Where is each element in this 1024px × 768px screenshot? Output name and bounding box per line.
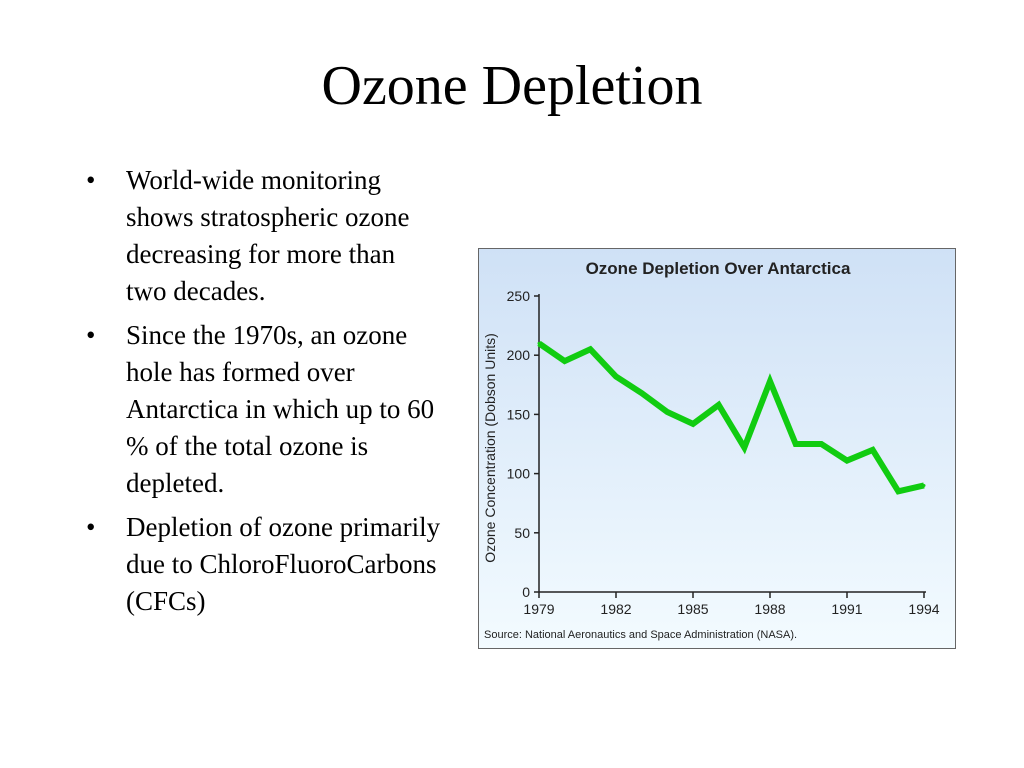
- series-layer: [537, 340, 926, 495]
- data-point: [640, 391, 644, 395]
- data-point: [819, 442, 823, 446]
- bullet-icon: •: [86, 320, 96, 350]
- y-tick-label: 150: [507, 406, 531, 422]
- data-point: [742, 446, 746, 450]
- y-axis-label: Ozone Concentration (Dobson Units): [482, 333, 498, 563]
- bullet-text: Since the 1970s, an ozone hole has forme…: [126, 320, 435, 498]
- x-tick-label: 1982: [600, 601, 631, 617]
- data-point: [588, 347, 592, 351]
- bullet-list: • World-wide monitoring shows stratosphe…: [82, 162, 442, 627]
- y-tick-label: 200: [507, 347, 531, 363]
- chart-background: [478, 248, 956, 649]
- slide-title: Ozone Depletion: [321, 55, 703, 117]
- y-tick-label: 50: [514, 525, 530, 541]
- chart-title: Ozone Depletion Over Antarctica: [586, 259, 851, 278]
- data-point: [717, 403, 721, 407]
- data-point: [871, 448, 875, 452]
- data-point: [614, 375, 618, 379]
- bullet-text: Depletion of ozone primarily due to Chlo…: [126, 512, 441, 616]
- bullet-item: • Since the 1970s, an ozone hole has for…: [82, 317, 442, 502]
- data-point: [794, 442, 798, 446]
- x-tick-label: 1991: [831, 601, 862, 617]
- data-point: [896, 489, 900, 493]
- x-tick-label: 1988: [754, 601, 785, 617]
- series-line: [537, 340, 925, 495]
- data-point: [691, 422, 695, 426]
- chart-canvas: Ozone Depletion Over Antarctica Ozone Co…: [478, 248, 956, 649]
- data-point: [922, 483, 926, 487]
- y-tick-label: 250: [507, 288, 531, 304]
- data-point: [537, 341, 541, 345]
- data-point: [563, 359, 567, 363]
- bullet-icon: •: [86, 165, 96, 195]
- bullet-item: • World-wide monitoring shows stratosphe…: [82, 162, 442, 310]
- ozone-chart: Ozone Depletion Over Antarctica Ozone Co…: [478, 248, 956, 649]
- x-tick-label: 1994: [908, 601, 939, 617]
- y-tick-label: 100: [507, 466, 531, 482]
- y-tick-label: 0: [522, 584, 530, 600]
- bullet-text: World-wide monitoring shows stratospheri…: [126, 165, 410, 306]
- data-point: [665, 410, 669, 414]
- source-caption: Source: National Aeronautics and Space A…: [484, 629, 797, 641]
- data-point: [768, 379, 772, 383]
- bullet-item: • Depletion of ozone primarily due to Ch…: [82, 509, 442, 620]
- x-tick-label: 1985: [677, 601, 708, 617]
- data-point: [845, 459, 849, 463]
- bullet-icon: •: [86, 512, 96, 542]
- x-tick-label: 1979: [523, 601, 554, 617]
- axes: 0 50 100 150 200 250 1979 1982 1985 1988 1991 1994: [507, 288, 940, 617]
